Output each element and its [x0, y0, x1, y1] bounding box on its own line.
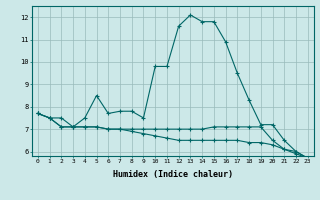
- X-axis label: Humidex (Indice chaleur): Humidex (Indice chaleur): [113, 170, 233, 179]
